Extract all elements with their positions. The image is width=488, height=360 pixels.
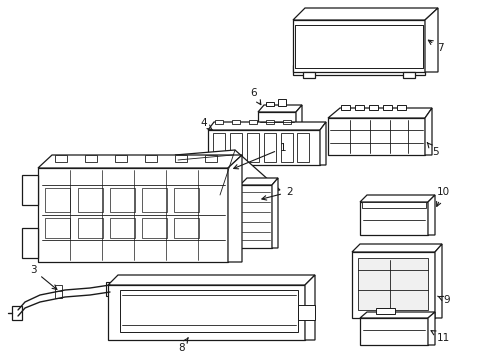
Polygon shape [265,120,273,124]
Polygon shape [297,305,314,320]
Polygon shape [327,118,424,155]
Polygon shape [207,130,319,165]
Polygon shape [340,105,349,110]
Polygon shape [427,195,434,235]
Polygon shape [246,133,259,162]
Polygon shape [110,188,135,212]
Polygon shape [427,312,434,345]
Text: 8: 8 [178,338,188,353]
Polygon shape [361,202,425,208]
Text: 4: 4 [200,118,211,130]
Text: 10: 10 [436,187,449,206]
Polygon shape [229,133,242,162]
Polygon shape [303,72,314,78]
Polygon shape [292,65,424,75]
Polygon shape [382,105,391,110]
Polygon shape [145,155,157,162]
Polygon shape [115,155,127,162]
Polygon shape [357,258,427,310]
Polygon shape [142,188,167,212]
Text: 6: 6 [249,88,260,105]
Text: 3: 3 [30,265,57,289]
Polygon shape [55,155,67,162]
Polygon shape [142,218,167,238]
Polygon shape [215,120,223,124]
Polygon shape [78,218,103,238]
Polygon shape [120,290,297,332]
Polygon shape [271,178,278,248]
Polygon shape [108,285,305,340]
Polygon shape [264,133,275,162]
Polygon shape [240,178,278,185]
Polygon shape [359,312,434,318]
Polygon shape [45,218,70,238]
Polygon shape [359,318,427,345]
Polygon shape [296,133,308,162]
Polygon shape [38,168,227,262]
Polygon shape [231,120,240,124]
Polygon shape [85,155,97,162]
Polygon shape [22,228,38,258]
Polygon shape [292,8,437,20]
Polygon shape [402,72,414,78]
Polygon shape [278,99,285,106]
Polygon shape [305,275,314,340]
Polygon shape [248,120,257,124]
Polygon shape [174,188,199,212]
Polygon shape [354,105,363,110]
Polygon shape [368,105,377,110]
Polygon shape [292,20,424,72]
Polygon shape [175,150,280,195]
Text: 11: 11 [430,330,449,343]
Polygon shape [175,155,186,162]
Polygon shape [359,195,434,202]
Polygon shape [108,275,314,285]
Polygon shape [174,218,199,238]
Polygon shape [12,306,22,320]
Polygon shape [396,105,405,110]
Polygon shape [283,120,290,124]
Polygon shape [295,105,302,138]
Polygon shape [227,155,242,262]
Polygon shape [55,285,62,298]
Polygon shape [351,252,434,318]
Polygon shape [240,185,271,248]
Polygon shape [424,8,437,72]
Polygon shape [207,122,325,130]
Polygon shape [359,202,427,235]
Polygon shape [327,108,431,118]
Polygon shape [78,188,103,212]
Polygon shape [106,282,118,296]
Polygon shape [258,112,295,138]
Polygon shape [258,105,302,112]
Text: 5: 5 [427,143,438,157]
Polygon shape [22,175,38,205]
Text: 9: 9 [437,295,448,305]
Polygon shape [281,133,292,162]
Polygon shape [351,244,441,252]
Text: 1: 1 [233,143,286,169]
Text: 2: 2 [262,187,292,200]
Polygon shape [265,102,273,106]
Polygon shape [45,188,70,212]
Text: 7: 7 [427,40,443,53]
Polygon shape [424,108,431,155]
Polygon shape [110,218,135,238]
Polygon shape [375,308,394,314]
Polygon shape [38,155,242,168]
Polygon shape [319,122,325,165]
Polygon shape [434,244,441,318]
Polygon shape [204,155,217,162]
Polygon shape [213,133,224,162]
